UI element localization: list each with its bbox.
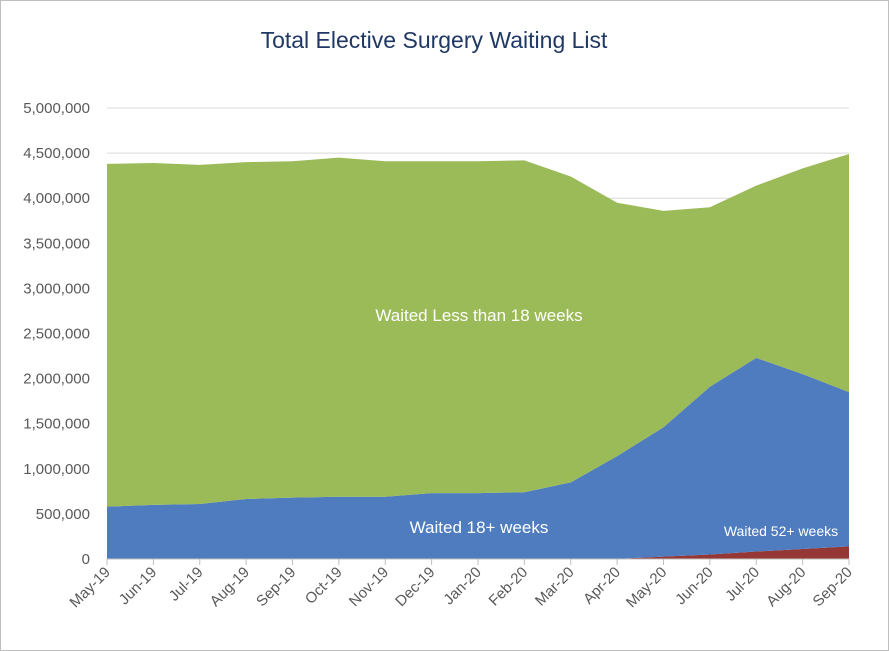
x-tick-label: Feb-20	[486, 564, 532, 610]
x-tick-label: Jun-19	[116, 564, 160, 608]
x-tick-label: Nov-19	[346, 564, 392, 610]
x-tick-label: Sep-20	[810, 564, 856, 610]
area-label: Waited Less than 18 weeks	[375, 306, 583, 325]
x-tick-label: Jan-20	[440, 564, 484, 608]
x-tick-label: Jun-20	[672, 564, 716, 608]
x-tick-label: May-20	[623, 564, 670, 611]
x-tick-label: Mar-20	[532, 564, 578, 610]
area-label: Waited 52+ weeks	[723, 523, 839, 539]
x-tick-label: Dec-19	[392, 564, 438, 610]
areas	[107, 154, 849, 559]
x-tick-label: Apr-20	[580, 564, 624, 608]
x-tick-label: May-19	[66, 564, 113, 611]
x-tick-label: Aug-19	[207, 564, 253, 610]
y-tick-label: 4,500,000	[23, 145, 90, 162]
y-tick-label: 3,500,000	[23, 235, 90, 252]
y-tick-label: 2,500,000	[23, 326, 90, 343]
area	[107, 546, 849, 559]
y-tick-label: 1,500,000	[23, 416, 90, 433]
x-tick-label: Aug-20	[763, 564, 809, 610]
y-tick-label: 1,000,000	[23, 461, 90, 478]
y-tick-label: 500,000	[36, 506, 90, 523]
x-tick-label: Sep-19	[253, 564, 299, 610]
chart-title: Total Elective Surgery Waiting List	[261, 27, 608, 53]
y-tick-label: 0	[82, 551, 90, 568]
area	[107, 357, 849, 559]
area-label: Waited 18+ weeks	[409, 518, 549, 537]
y-tick-label: 5,000,000	[23, 100, 90, 117]
area	[107, 154, 849, 507]
x-tick-label: Oct-19	[302, 564, 346, 608]
y-tick-label: 2,000,000	[23, 371, 90, 388]
x-tick-label: Jul-19	[166, 564, 207, 605]
y-tick-label: 3,000,000	[23, 280, 90, 297]
y-tick-label: 4,000,000	[23, 190, 90, 207]
x-tick-label: Jul-20	[722, 564, 763, 605]
